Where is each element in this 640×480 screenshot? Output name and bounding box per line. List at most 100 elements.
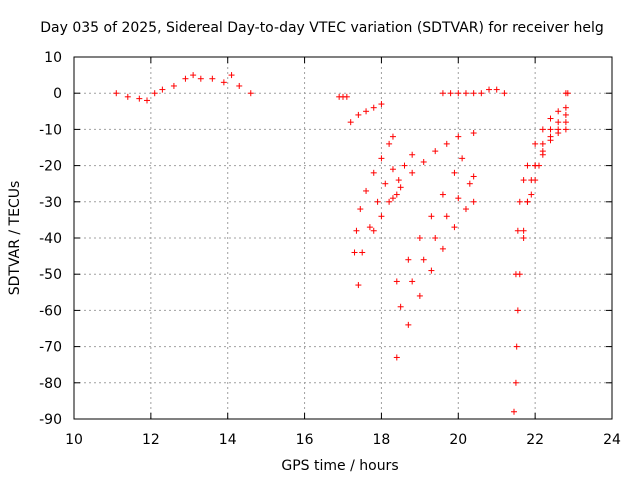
data-point: [416, 292, 423, 299]
data-point: [357, 206, 364, 213]
data-point: [539, 126, 546, 133]
data-point: [393, 191, 400, 198]
data-points: [113, 72, 571, 415]
series-arc-17: [528, 126, 569, 198]
data-point: [432, 148, 439, 155]
data-point: [416, 235, 423, 241]
data-point: [455, 90, 462, 97]
data-point: [439, 90, 446, 97]
series-arc-16: [520, 119, 569, 234]
data-point: [520, 177, 527, 184]
data-point: [470, 173, 477, 180]
data-point: [511, 408, 518, 415]
series-arc-15: [512, 104, 569, 278]
data-point: [370, 104, 377, 111]
data-point: [514, 307, 521, 314]
data-point: [409, 169, 416, 176]
x-axis-label: GPS time / hours: [281, 458, 398, 474]
grid: [74, 57, 612, 419]
y-tick-label: -40: [39, 231, 62, 247]
series-arc-5: [355, 166, 396, 289]
series-arc-14: [511, 111, 569, 415]
y-tick-labels: 10 0 -10 -20 -30 -40 -50 -60 -70 -80 -90: [39, 50, 62, 428]
data-point: [347, 119, 354, 126]
data-point: [562, 119, 569, 126]
data-point: [378, 101, 385, 108]
y-tick-label: -90: [39, 412, 62, 428]
data-point: [190, 72, 197, 79]
data-point: [562, 126, 569, 133]
data-point: [555, 119, 562, 126]
series-arc-13: [478, 86, 508, 97]
data-point: [555, 108, 562, 115]
data-point: [370, 169, 377, 176]
data-point: [378, 213, 385, 220]
data-point: [535, 162, 542, 169]
data-point: [493, 86, 500, 93]
series-arc-8: [389, 130, 477, 202]
data-point: [528, 191, 535, 198]
data-point: [443, 213, 450, 220]
data-point: [124, 93, 131, 100]
x-tick-label: 16: [296, 432, 314, 448]
data-point: [393, 354, 400, 361]
data-point: [516, 198, 523, 205]
data-point: [420, 158, 427, 165]
data-point: [455, 195, 462, 202]
data-point: [343, 93, 350, 100]
data-point: [532, 177, 539, 184]
data-point: [113, 90, 120, 97]
series-arc-1: [113, 72, 254, 104]
y-tick-label: -30: [39, 195, 62, 211]
data-point: [478, 90, 485, 97]
data-point: [501, 90, 508, 97]
data-point: [370, 227, 377, 234]
x-tick-label: 18: [373, 432, 391, 448]
data-point: [514, 227, 521, 234]
data-point: [513, 343, 520, 350]
data-point: [374, 198, 381, 205]
data-point: [405, 321, 412, 328]
data-point: [363, 108, 370, 115]
data-point: [466, 180, 473, 187]
data-point: [459, 155, 466, 162]
data-point: [366, 224, 373, 231]
data-point: [447, 90, 454, 97]
data-point: [197, 75, 204, 82]
x-tick-label: 20: [449, 432, 467, 448]
data-point: [144, 97, 151, 104]
data-point: [363, 187, 370, 194]
series-arc-4: [351, 133, 396, 256]
data-point: [397, 184, 404, 191]
data-point: [547, 137, 554, 144]
data-point: [409, 278, 416, 285]
data-point: [355, 111, 362, 118]
data-point: [393, 278, 400, 285]
data-point: [539, 140, 546, 147]
series-arc-2: [336, 93, 350, 100]
data-point: [486, 86, 493, 93]
chart-title: Day 035 of 2025, Sidereal Day-to-day VTE…: [40, 20, 603, 36]
data-point: [462, 90, 469, 97]
series-arc-3: [347, 101, 385, 126]
data-point: [401, 162, 408, 169]
data-point: [439, 191, 446, 198]
data-point: [524, 198, 531, 205]
x-tick-label: 12: [142, 432, 160, 448]
data-point: [389, 195, 396, 202]
data-point: [209, 75, 216, 82]
data-point: [539, 151, 546, 158]
data-point: [359, 249, 366, 256]
data-point: [405, 256, 412, 263]
data-point: [220, 79, 227, 86]
axis-ticks: [73, 56, 613, 420]
data-point: [451, 224, 458, 231]
data-point: [455, 133, 462, 140]
data-point: [386, 140, 393, 147]
data-point: [159, 86, 166, 93]
data-point: [520, 227, 527, 234]
data-point: [562, 111, 569, 118]
y-tick-label: -50: [39, 267, 62, 283]
data-point: [182, 75, 189, 82]
